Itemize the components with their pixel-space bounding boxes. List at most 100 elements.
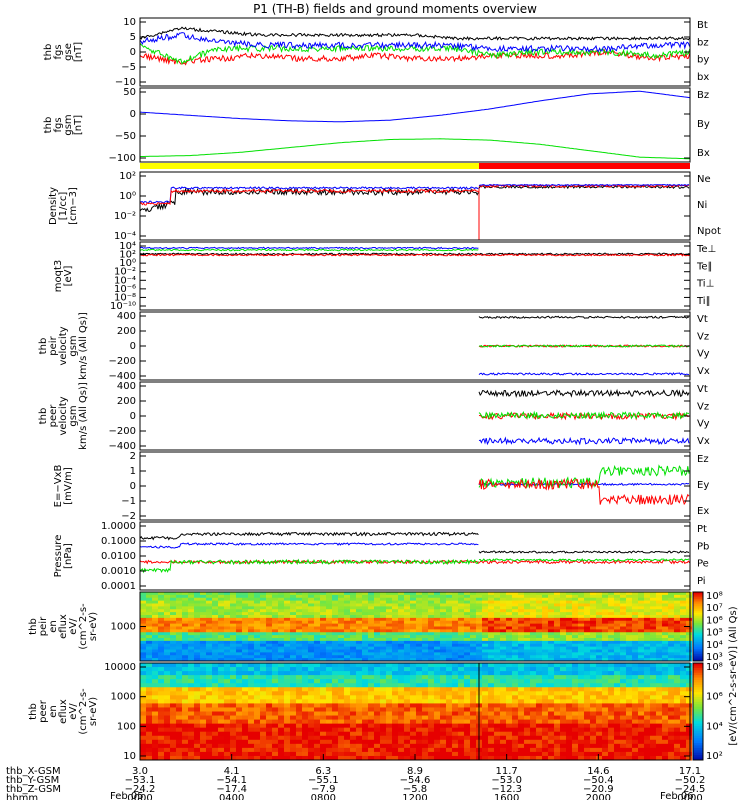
peer-spectrogram-cell bbox=[428, 755, 434, 761]
peer-spectrogram-cell bbox=[500, 715, 506, 721]
peer-spectrogram-cell bbox=[560, 707, 566, 712]
peer-spectrogram-cell bbox=[614, 711, 620, 717]
peer-spectrogram-cell bbox=[500, 711, 506, 717]
peir-spectrogram-cell bbox=[272, 652, 278, 656]
peir-spectrogram-cell bbox=[350, 597, 356, 602]
peir-spectrogram-cell bbox=[266, 655, 272, 659]
peer-spectrogram-cell bbox=[380, 699, 386, 704]
peir-spectrogram-cell bbox=[290, 594, 296, 599]
peer-spectrogram-cell bbox=[494, 743, 500, 749]
peir-spectrogram-cell bbox=[506, 609, 512, 613]
peir-spectrogram-cell bbox=[542, 638, 548, 642]
peer-spectrogram-cell bbox=[206, 751, 212, 757]
peer-spectrogram-cell bbox=[314, 747, 320, 753]
peer-spectrogram-cell bbox=[416, 675, 422, 680]
peir-spectrogram-cell bbox=[602, 646, 608, 650]
peer-spectrogram-cell bbox=[188, 719, 194, 725]
peir-spectrogram-cell bbox=[314, 635, 320, 639]
peer-spectrogram-cell bbox=[326, 687, 332, 692]
peir-spectrogram-cell bbox=[464, 594, 470, 599]
peir-spectrogram-cell bbox=[362, 623, 368, 627]
peir-spectrogram-cell bbox=[524, 640, 530, 645]
peer-spectrogram-cell bbox=[578, 687, 584, 692]
peir-spectrogram-cell bbox=[338, 597, 344, 602]
peir-spectrogram-cell bbox=[524, 609, 530, 613]
peer-spectrogram-cell bbox=[500, 663, 506, 668]
peir-spectrogram-cell bbox=[140, 612, 146, 616]
peir-spectrogram-cell bbox=[182, 626, 188, 630]
peer-spectrogram-cell bbox=[188, 683, 194, 688]
peir-spectrogram-cell bbox=[230, 655, 236, 659]
peir-spectrogram-cell bbox=[392, 640, 398, 645]
peer-spectrogram-cell bbox=[662, 755, 668, 761]
peer-spectrogram-cell bbox=[614, 695, 620, 700]
peir-spectrogram-cell bbox=[686, 600, 692, 604]
peir-spectrogram-cell bbox=[308, 617, 314, 622]
peer-spectrogram-cell bbox=[572, 707, 578, 712]
peir-spectrogram-cell bbox=[488, 609, 494, 613]
peir-spectrogram-cell bbox=[338, 640, 344, 645]
peer-spectrogram-cell bbox=[518, 755, 524, 761]
peir-spectrogram-cell bbox=[164, 612, 170, 616]
peer-spectrogram-cell bbox=[548, 735, 554, 741]
peer-spectrogram-cell bbox=[452, 723, 458, 729]
peer-spectrogram-cell bbox=[638, 719, 644, 725]
peer-spectrogram-cell bbox=[674, 743, 680, 749]
peer-spectrogram-cell bbox=[314, 687, 320, 692]
peer-spectrogram-cell bbox=[146, 731, 152, 737]
colorbar-peir-segment bbox=[693, 642, 703, 645]
peer-spectrogram-cell bbox=[146, 675, 152, 680]
peer-spectrogram-cell bbox=[620, 707, 626, 712]
peer-spectrogram-cell bbox=[536, 723, 542, 729]
peir-spectrogram-cell bbox=[674, 652, 680, 656]
y-axis-label: Pressure bbox=[53, 535, 64, 578]
peir-spectrogram-cell bbox=[404, 652, 410, 656]
peir-spectrogram-cell bbox=[644, 638, 650, 642]
peir-spectrogram-cell bbox=[146, 615, 152, 619]
peir-spectrogram-cell bbox=[524, 603, 530, 607]
y-tick-label: 0 bbox=[130, 481, 136, 492]
peer-spectrogram-cell bbox=[350, 751, 356, 757]
peir-spectrogram-cell bbox=[608, 609, 614, 613]
peer-spectrogram-cell bbox=[464, 683, 470, 688]
peir-spectrogram-cell bbox=[356, 646, 362, 650]
peer-spectrogram-cell bbox=[374, 723, 380, 729]
peir-spectrogram-cell bbox=[332, 617, 338, 622]
peer-spectrogram-cell bbox=[338, 751, 344, 757]
peir-spectrogram-cell bbox=[428, 615, 434, 619]
legend-Vx: Vx bbox=[697, 366, 710, 377]
peir-spectrogram-cell bbox=[674, 629, 680, 633]
peer-spectrogram-cell bbox=[326, 707, 332, 712]
peir-spectrogram-cell bbox=[236, 632, 242, 636]
peer-spectrogram-cell bbox=[374, 695, 380, 700]
peir-spectrogram-cell bbox=[170, 652, 176, 656]
peir-spectrogram-cell bbox=[152, 592, 158, 596]
peer-spectrogram-cell bbox=[362, 719, 368, 725]
colorbar-peir-segment bbox=[693, 636, 703, 640]
peer-spectrogram-cell bbox=[338, 683, 344, 688]
y-tick-label: 10⁴ bbox=[119, 241, 136, 252]
peir-spectrogram-cell bbox=[176, 635, 182, 639]
peer-spectrogram-cell bbox=[212, 727, 218, 733]
peer-spectrogram-cell bbox=[254, 743, 260, 749]
peer-spectrogram-cell bbox=[206, 739, 212, 745]
peir-spectrogram-cell bbox=[674, 603, 680, 607]
peir-spectrogram-cell bbox=[266, 658, 272, 662]
peir-spectrogram-cell bbox=[512, 635, 518, 639]
peir-spectrogram-cell bbox=[164, 623, 170, 627]
peer-spectrogram-cell bbox=[212, 731, 218, 737]
colorbar-peer-segment bbox=[693, 747, 703, 751]
peer-spectrogram-cell bbox=[506, 727, 512, 733]
peir-spectrogram-cell bbox=[248, 658, 254, 662]
peir-spectrogram-cell bbox=[608, 600, 614, 604]
peir-spectrogram-cell bbox=[536, 635, 542, 639]
peer-spectrogram-cell bbox=[146, 711, 152, 717]
peir-spectrogram-cell bbox=[272, 649, 278, 653]
peir-spectrogram-cell bbox=[626, 594, 632, 599]
peer-spectrogram-cell bbox=[560, 727, 566, 733]
peer-spectrogram-cell bbox=[470, 703, 476, 708]
peir-spectrogram-cell bbox=[512, 640, 518, 645]
peir-spectrogram-cell bbox=[518, 603, 524, 607]
peer-spectrogram-cell bbox=[392, 667, 398, 672]
peir-spectrogram-cell bbox=[158, 615, 164, 619]
